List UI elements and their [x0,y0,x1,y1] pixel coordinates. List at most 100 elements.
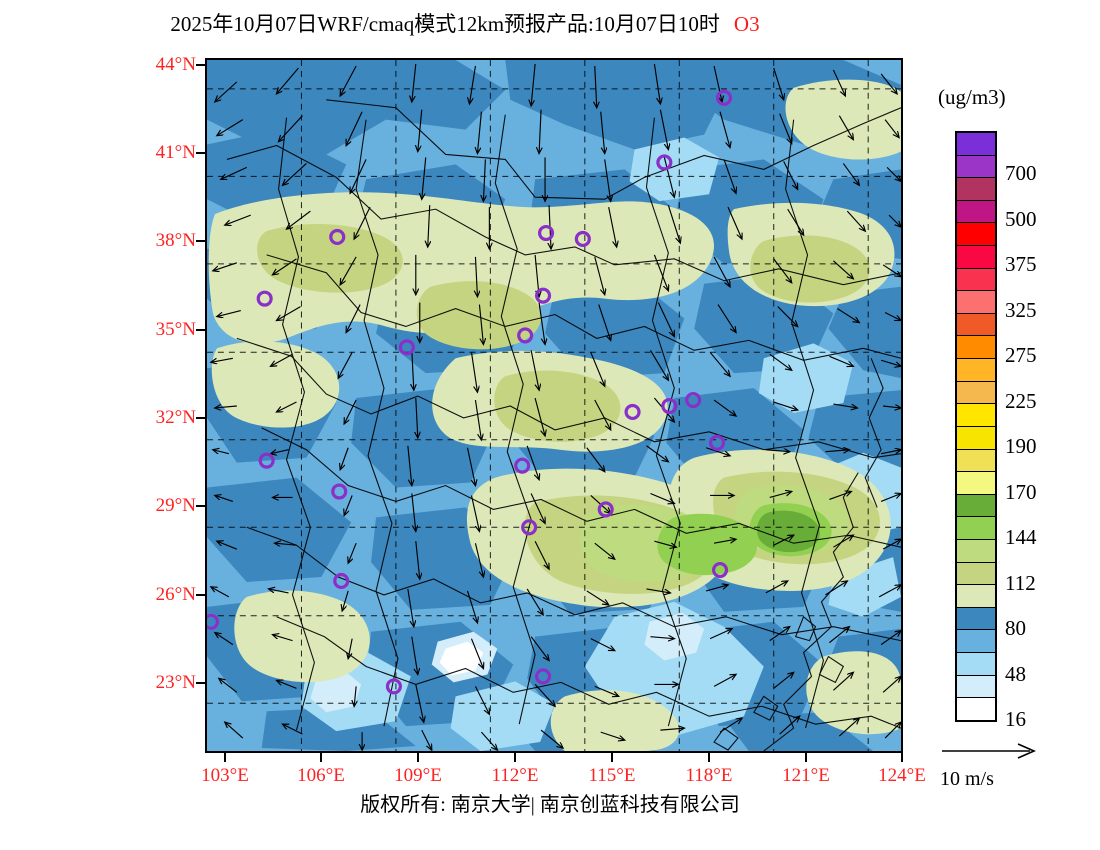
colorbar-band-14 [957,449,995,473]
wind-scale-legend: 10 m/s [940,742,1090,791]
ytick-label-3: 35°N [155,319,196,340]
xtick-mark-3 [514,753,516,762]
station-marker [656,154,673,171]
colorbar-tick-112: 112 [1005,570,1036,595]
ytick-label-7: 23°N [155,672,196,693]
colorbar-band-22 [957,630,995,654]
station-markers [207,89,733,695]
station-marker [535,668,552,685]
colorbar-band-23 [957,653,995,676]
colorbar-tick-80: 80 [1005,616,1026,641]
xtick-mark-5 [708,753,710,762]
colorbar-band-21 [957,607,995,631]
colorbar-tick-275: 275 [1005,343,1037,368]
ytick-mark-1 [196,152,205,154]
map-plot-area[interactable] [205,58,903,753]
colorbar-band-0 [957,133,995,156]
ytick-label-2: 38°N [155,230,196,251]
station-marker [256,290,273,307]
colorbar-band-19 [957,562,995,586]
colorbar-band-25 [957,698,995,720]
colorbar-band-10 [957,359,995,382]
colorbar-band-12 [957,404,995,427]
colorbar-units-label: (ug/m3) [938,85,1006,109]
ytick-mark-7 [196,682,205,684]
xtick-label-1: 106°E [297,765,345,786]
colorbar-band-13 [957,426,995,450]
wind-scale-arrow-icon [942,743,1036,759]
ytick-mark-0 [196,64,205,66]
colorbar-band-20 [957,585,995,608]
station-marker [517,327,534,344]
copyright-text: 版权所有: 南京大学| 南京创蓝科技有限公司 [360,794,740,816]
colorbar-band-24 [957,675,995,699]
station-marker [715,89,733,106]
xtick-label-3: 112°E [491,765,539,786]
station-marker [398,339,415,356]
station-marker [521,519,538,536]
xtick-mark-2 [417,753,419,762]
page-title-species: O3 [733,12,760,36]
station-marker [535,287,552,304]
colorbar-band-18 [957,539,995,563]
ytick-label-4: 32°N [155,407,196,428]
station-marker [514,457,531,474]
station-marker [258,452,275,469]
station-marker [624,403,641,421]
ytick-mark-3 [196,329,205,331]
colorbar-band-4 [957,223,995,247]
station-marker [709,434,726,451]
ytick-mark-6 [196,594,205,596]
ytick-label-1: 41°N [155,142,196,163]
station-marker [685,391,702,409]
station-marker [574,230,591,248]
ytick-mark-2 [196,240,205,242]
colorbar-band-1 [957,155,995,179]
map-canvas [207,60,901,751]
colorbar-band-9 [957,336,995,360]
station-marker [207,613,220,630]
xtick-label-5: 118°E [685,765,733,786]
xtick-label-7: 124°E [878,765,926,786]
copyright-footer: 版权所有: 南京大学| 南京创蓝科技有限公司 [0,788,1100,817]
station-marker [661,397,678,415]
colorbar-band-7 [957,291,995,314]
station-marker [537,224,555,242]
xtick-label-2: 109°E [394,765,442,786]
station-marker [331,483,348,500]
colorbar-tick-170: 170 [1005,479,1037,504]
page-title-main: 2025年10月07日WRF/cmaq模式12km预报产品:10月07日10时 [170,12,720,36]
ytick-mark-5 [196,505,205,507]
colorbar-band-16 [957,494,995,518]
colorbar-tick-225: 225 [1005,388,1037,413]
station-marker [597,501,614,518]
ytick-label-5: 29°N [155,495,196,516]
colorbar-tick-700: 700 [1005,161,1037,186]
colorbar-tick-375: 375 [1005,252,1037,277]
colorbar-band-5 [957,246,995,269]
colorbar [955,131,997,722]
xtick-mark-7 [901,753,903,762]
xtick-label-4: 115°E [588,765,636,786]
colorbar-tick-190: 190 [1005,434,1037,459]
colorbar-band-8 [957,313,995,337]
xtick-mark-4 [611,753,613,762]
wind-scale-label: 10 m/s [940,768,994,790]
colorbar-tick-500: 500 [1005,206,1037,231]
xtick-mark-1 [320,753,322,762]
colorbar-band-3 [957,200,995,224]
colorbar-band-2 [957,178,995,201]
station-marker [385,678,402,695]
xtick-mark-6 [805,753,807,762]
station-marker [711,561,729,579]
colorbar-tick-325: 325 [1005,297,1037,322]
station-marker [333,572,350,590]
xtick-mark-0 [224,753,226,762]
colorbar-band-11 [957,381,995,405]
colorbar-tick-48: 48 [1005,661,1026,686]
colorbar-band-15 [957,472,995,495]
station-marker [329,228,346,246]
colorbar-tick-144: 144 [1005,525,1037,550]
ytick-label-0: 44°N [155,54,196,75]
page-title: 2025年10月07日WRF/cmaq模式12km预报产品:10月07日10时 O… [0,8,930,38]
